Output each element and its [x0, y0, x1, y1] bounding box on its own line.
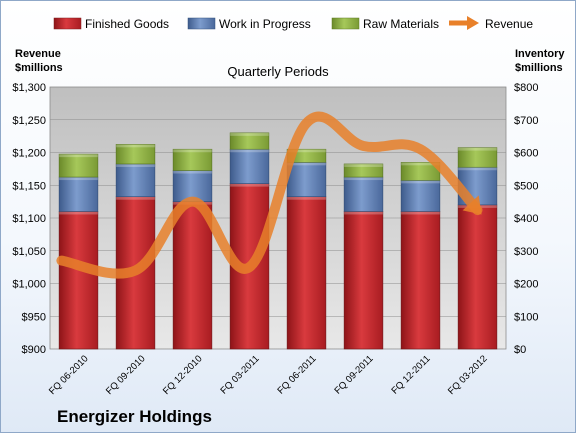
legend-item-revenue: Revenue — [449, 16, 533, 31]
bar-raw-materials — [229, 132, 270, 150]
right-axis-title-line1: Inventory — [515, 48, 565, 60]
bar-raw-materials-highlight — [458, 147, 497, 151]
legend-swatch-revenue-arrow — [467, 16, 479, 30]
left-tick-label: $1,100 — [12, 213, 46, 225]
bar-work-in-progress — [286, 162, 327, 198]
bar-work-in-progress-highlight — [59, 177, 98, 181]
legend-item-work-in-progress: Work in Progress — [187, 17, 311, 31]
bar-raw-materials-highlight — [401, 162, 440, 166]
bar-work-in-progress — [172, 170, 213, 202]
bar-raw-materials-highlight — [173, 149, 212, 153]
legend-item-finished-goods: Finished Goods — [53, 17, 169, 31]
left-tick-label: $1,150 — [12, 180, 46, 192]
left-tick-label: $1,000 — [12, 279, 46, 291]
bar-work-in-progress-highlight — [116, 163, 155, 167]
bar-finished-goods — [286, 196, 327, 350]
right-tick-label: $800 — [514, 82, 538, 94]
revenue-arrowhead — [462, 195, 482, 215]
bar-raw-materials-highlight — [59, 154, 98, 158]
bar-work-in-progress — [229, 148, 270, 184]
x-tick-label: FQ 09-2010 — [104, 353, 148, 397]
legend-swatch-finished-goods — [53, 17, 82, 30]
x-tick-label: FQ 12-2010 — [161, 353, 205, 397]
bar-raw-materials-highlight — [230, 132, 269, 136]
left-axis-title-line1: Revenue — [15, 48, 61, 60]
revenue-line — [56, 111, 483, 279]
right-tick-label: $0 — [514, 344, 526, 356]
bar-raw-materials — [58, 153, 99, 178]
right-tick-label: $200 — [514, 279, 538, 291]
legend-label-finished-goods: Finished Goods — [85, 17, 169, 31]
bar-finished-goods — [343, 211, 384, 350]
bar-finished-goods — [400, 211, 441, 350]
left-axis-ticks: $900 $950 $1,000 $1,050 $1,100 $1,150 $1,200 $1… — [12, 82, 46, 356]
bar-finished-goods — [172, 201, 213, 350]
bar-raw-materials-highlight — [116, 144, 155, 148]
x-tick-label: FQ 06-2010 — [47, 353, 91, 397]
bar-raw-materials — [343, 163, 384, 178]
x-tick-label: FQ 09-2011 — [332, 353, 375, 396]
bar-raw-materials — [115, 144, 156, 165]
bar-finished-goods-highlight — [116, 196, 155, 200]
left-axis-title-line2: $millions — [15, 62, 63, 74]
bar-raw-materials-highlight — [344, 163, 383, 167]
x-tick-label: FQ 03-2011 — [218, 353, 261, 396]
bar-work-in-progress — [58, 176, 99, 212]
bar-work-in-progress-highlight — [344, 177, 383, 181]
x-tick-label: FQ 03-2012 — [446, 353, 490, 397]
bars — [58, 132, 498, 350]
right-axis-ticks: $0 $100 $200 $300 $400 $500 $600 $700 $800 — [514, 82, 538, 356]
left-tick-label: $1,050 — [12, 246, 46, 258]
bar-finished-goods-highlight — [287, 196, 326, 200]
left-tick-label: $950 — [22, 311, 46, 323]
right-tick-label: $600 — [514, 148, 538, 160]
legend-swatch-raw-materials — [331, 17, 360, 30]
bar-work-in-progress — [343, 176, 384, 212]
right-tick-label: $700 — [514, 115, 538, 127]
legend-label-raw-materials: Raw Materials — [363, 17, 439, 31]
left-tick-label: $1,250 — [12, 115, 46, 127]
revenue-curve — [56, 111, 483, 279]
bar-work-in-progress-highlight — [458, 167, 497, 171]
chart-title: Quarterly Periods — [227, 64, 329, 79]
bar-raw-materials — [457, 147, 498, 168]
bar-work-in-progress — [400, 180, 441, 212]
bar-work-in-progress — [115, 163, 156, 198]
right-axis-title-line2: $millions — [515, 62, 563, 74]
legend-label-revenue: Revenue — [485, 17, 533, 31]
bar-finished-goods-highlight — [59, 211, 98, 215]
bar-work-in-progress-highlight — [173, 170, 212, 174]
bar-finished-goods-highlight — [401, 211, 440, 215]
legend-item-raw-materials: Raw Materials — [331, 17, 439, 31]
bar-finished-goods — [457, 204, 498, 350]
right-tick-label: $500 — [514, 180, 538, 192]
left-tick-label: $900 — [22, 344, 46, 356]
left-tick-label: $1,200 — [12, 148, 46, 160]
bar-raw-materials — [172, 148, 213, 171]
legend-label-work-in-progress: Work in Progress — [219, 17, 311, 31]
x-tick-label: FQ 12-2011 — [389, 353, 432, 396]
x-tick-label: FQ 06-2011 — [275, 353, 318, 396]
bar-finished-goods-highlight — [344, 211, 383, 215]
bar-finished-goods — [58, 211, 99, 350]
right-tick-label: $400 — [514, 213, 538, 225]
bar-work-in-progress-highlight — [287, 162, 326, 166]
bar-raw-materials-highlight — [287, 149, 326, 153]
company-name: Energizer Holdings — [57, 407, 212, 426]
bar-work-in-progress-highlight — [230, 149, 269, 153]
legend-swatch-work-in-progress — [187, 17, 216, 30]
bar-work-in-progress-highlight — [401, 180, 440, 184]
bar-finished-goods-highlight — [230, 183, 269, 187]
x-axis-ticks: FQ 06-2010 FQ 09-2010 FQ 12-2010 FQ 03-2011… — [47, 353, 490, 397]
right-tick-label: $300 — [514, 246, 538, 258]
left-tick-label: $1,300 — [12, 82, 46, 94]
legend: Finished Goods Work in Progress Raw Mate… — [53, 16, 533, 31]
right-tick-label: $100 — [514, 311, 538, 323]
